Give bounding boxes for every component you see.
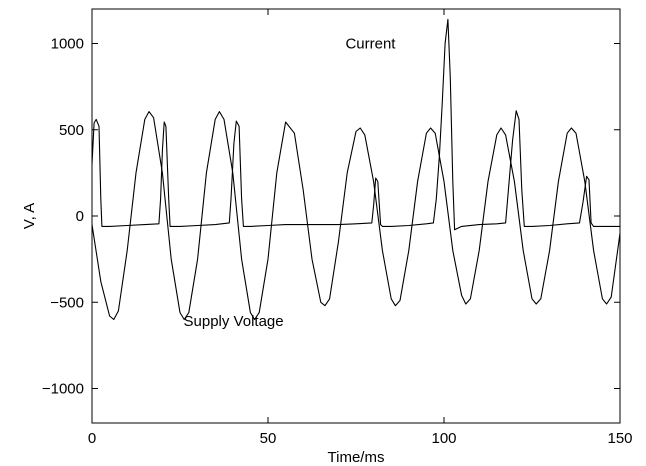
plot-area xyxy=(92,18,620,321)
series-line-supply-voltage xyxy=(92,111,620,321)
y-tick-label: 500 xyxy=(59,122,84,139)
y-axis-label: V, A xyxy=(21,203,38,229)
annotation-supply-voltage: Supply Voltage xyxy=(184,313,284,330)
x-axis-label: Time/ms xyxy=(328,449,385,466)
y-tick-label: 0 xyxy=(76,208,84,225)
x-tick-label: 50 xyxy=(260,430,277,447)
y-tick-label: −500 xyxy=(50,294,84,311)
annotation-current: Current xyxy=(345,36,396,53)
x-tick-label: 150 xyxy=(607,430,632,447)
y-tick-label: −1000 xyxy=(42,381,84,398)
x-tick-label: 100 xyxy=(431,430,456,447)
ticks: 0 50 100 150 −1000 −500 0 500 1000 xyxy=(42,9,633,447)
x-tick-label: 0 xyxy=(88,430,96,447)
y-tick-label: 1000 xyxy=(51,36,84,53)
axes-box xyxy=(91,8,621,424)
series-line-current xyxy=(92,18,620,231)
